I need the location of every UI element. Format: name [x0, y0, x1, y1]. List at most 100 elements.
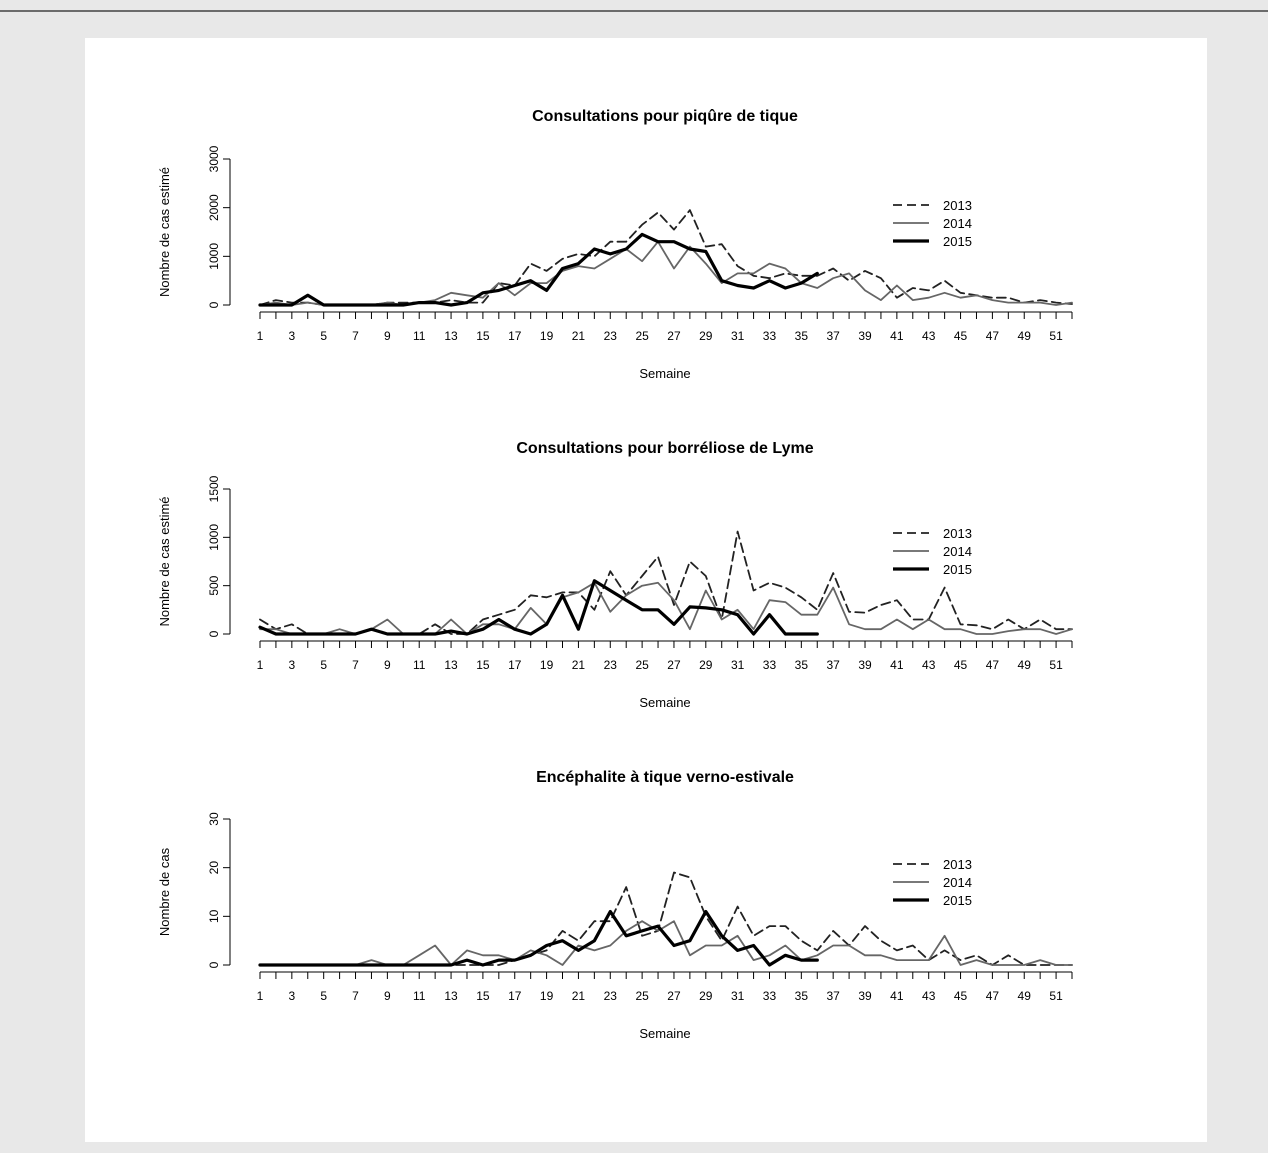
x-tick-label: 43	[922, 658, 936, 672]
x-tick-label: 3	[288, 329, 295, 343]
x-tick-label: 23	[604, 989, 618, 1003]
y-tick-label: 3000	[207, 145, 221, 172]
y-tick-label: 30	[207, 812, 221, 826]
legend-label-2015: 2015	[943, 562, 972, 577]
x-tick-label: 51	[1049, 329, 1063, 343]
x-tick-label: 7	[352, 989, 359, 1003]
x-tick-label: 7	[352, 329, 359, 343]
x-tick-label: 13	[444, 658, 458, 672]
x-tick-label: 35	[795, 658, 809, 672]
y-tick-label: 10	[207, 909, 221, 923]
series-line-2013	[259, 209, 1073, 306]
y-axis-label: Nombre de cas	[157, 847, 172, 936]
y-tick-label: 20	[207, 861, 221, 875]
x-tick-label: 35	[795, 329, 809, 343]
x-tick-label: 17	[508, 989, 522, 1003]
y-tick-label: 1000	[207, 524, 221, 551]
chart-3: Encéphalite à tique verno-estivale 0 10 20 3…	[157, 769, 1073, 1041]
x-tick-label: 3	[288, 658, 295, 672]
x-tick-label: 5	[320, 329, 327, 343]
x-tick-label: 39	[858, 329, 872, 343]
legend: 2013 2014 2015	[893, 857, 972, 908]
x-tick-label: 37	[826, 658, 840, 672]
legend-label-2013: 2013	[943, 526, 972, 541]
x-tick-label: 17	[508, 658, 522, 672]
x-tick-label: 15	[476, 658, 490, 672]
x-tick-label: 7	[352, 658, 359, 672]
legend-label-2014: 2014	[943, 875, 972, 890]
series-line-2015	[258, 579, 819, 636]
y-tick-label: 1500	[207, 475, 221, 502]
x-tick-label: 45	[954, 329, 968, 343]
x-tick-label: 19	[540, 658, 554, 672]
x-tick-label: 21	[572, 329, 586, 343]
x-tick-label: 11	[413, 329, 426, 343]
x-tick-label: 37	[826, 329, 840, 343]
legend: 2013 2014 2015	[893, 526, 972, 577]
x-tick-label: 31	[731, 989, 745, 1003]
x-tick-label: 33	[763, 329, 777, 343]
charts-canvas: Consultations pour piqûre de tique010002…	[157, 108, 1073, 1041]
x-tick-label: 15	[476, 989, 490, 1003]
x-tick-label: 29	[699, 989, 713, 1003]
x-tick-label: 11	[413, 989, 426, 1003]
x-tick-label: 51	[1049, 989, 1063, 1003]
x-tick-label: 33	[763, 658, 777, 672]
x-tick-label: 35	[795, 989, 809, 1003]
legend-label-2014: 2014	[943, 544, 972, 559]
x-tick-label: 51	[1049, 658, 1063, 672]
y-tick-label: 0	[207, 301, 221, 308]
series-line-2015	[258, 232, 819, 307]
x-tick-label: 47	[986, 658, 1000, 672]
legend-label-2013: 2013	[943, 857, 972, 872]
x-tick-label: 47	[986, 329, 1000, 343]
chart-panel: Consultations pour piqûre de tique 0 1000 2…	[85, 38, 1207, 1142]
x-tick-label: 29	[699, 658, 713, 672]
x-tick-label: 17	[508, 329, 522, 343]
x-tick-label: 41	[890, 658, 904, 672]
x-tick-label: 43	[922, 329, 936, 343]
x-axis-label: Semaine	[639, 366, 690, 381]
x-tick-label: 49	[1018, 989, 1032, 1003]
x-tick-label: 45	[954, 658, 968, 672]
y-tick-label: 2000	[207, 194, 221, 221]
top-rule	[0, 10, 1268, 12]
chart-2: Consultations pour borréliose de Lyme 0 50…	[157, 440, 1073, 710]
x-tick-label: 13	[444, 329, 458, 343]
x-tick-label: 19	[540, 989, 554, 1003]
x-tick-label: 39	[858, 989, 872, 1003]
x-tick-label: 41	[890, 989, 904, 1003]
x-tick-label: 41	[890, 329, 904, 343]
x-tick-label: 49	[1018, 329, 1032, 343]
legend-label-2013: 2013	[943, 198, 972, 213]
x-tick-label: 31	[731, 658, 745, 672]
x-tick-label: 29	[699, 329, 713, 343]
x-tick-label: 27	[667, 989, 681, 1003]
x-tick-label: 25	[635, 989, 649, 1003]
y-tick-label: 0	[207, 961, 221, 968]
x-tick-label: 27	[667, 658, 681, 672]
x-tick-label: 49	[1018, 658, 1032, 672]
series-line-2014	[259, 920, 1073, 966]
x-tick-label: 9	[384, 989, 391, 1003]
x-tick-label: 47	[986, 989, 1000, 1003]
legend: 2013 2014 2015	[893, 198, 972, 249]
chart-title: Encéphalite à tique verno-estivale	[536, 769, 794, 786]
x-tick-label: 5	[320, 658, 327, 672]
x-tick-label: 19	[540, 329, 554, 343]
y-axis-label: Nombre de cas estimé	[157, 167, 172, 297]
x-tick-label: 27	[667, 329, 681, 343]
chart-title: Consultations pour borréliose de Lyme	[516, 440, 813, 457]
x-tick-label: 37	[826, 989, 840, 1003]
x-tick-label: 21	[572, 989, 586, 1003]
y-tick-label: 500	[207, 575, 221, 595]
x-tick-label: 1	[257, 989, 264, 1003]
chart-1: Consultations pour piqûre de tique 0 1000 2…	[157, 108, 1073, 381]
x-tick-label: 13	[444, 989, 458, 1003]
y-tick-label: 0	[207, 630, 221, 637]
x-tick-label: 45	[954, 989, 968, 1003]
x-tick-label: 3	[288, 989, 295, 1003]
series-line-2015	[258, 909, 819, 967]
chart-title: Consultations pour piqûre de tique	[532, 108, 798, 125]
x-tick-label: 25	[635, 658, 649, 672]
